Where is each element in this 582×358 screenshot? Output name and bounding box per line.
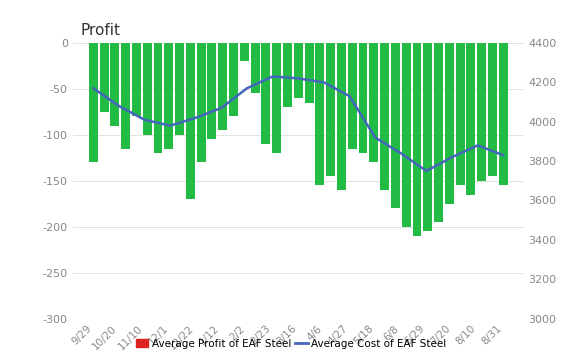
- Bar: [499, 43, 508, 185]
- Bar: [434, 43, 443, 222]
- Bar: [294, 43, 303, 98]
- Bar: [304, 43, 314, 103]
- Bar: [251, 43, 260, 93]
- Bar: [466, 43, 475, 195]
- Bar: [326, 43, 335, 176]
- Bar: [240, 43, 249, 61]
- Bar: [175, 43, 184, 135]
- Bar: [143, 43, 152, 135]
- Bar: [359, 43, 367, 153]
- Bar: [413, 43, 421, 236]
- Bar: [348, 43, 357, 149]
- Bar: [229, 43, 238, 116]
- Bar: [218, 43, 227, 130]
- Bar: [477, 43, 486, 181]
- Bar: [370, 43, 378, 163]
- Bar: [445, 43, 454, 204]
- Bar: [121, 43, 130, 149]
- Text: Profit: Profit: [80, 23, 120, 38]
- Bar: [111, 43, 119, 126]
- Bar: [337, 43, 346, 190]
- Bar: [197, 43, 205, 163]
- Bar: [315, 43, 324, 185]
- Bar: [164, 43, 173, 149]
- Bar: [261, 43, 271, 144]
- Bar: [391, 43, 400, 208]
- Bar: [272, 43, 281, 153]
- Bar: [154, 43, 162, 153]
- Bar: [380, 43, 389, 190]
- Bar: [488, 43, 497, 176]
- Bar: [423, 43, 432, 231]
- Bar: [402, 43, 411, 227]
- Bar: [132, 43, 141, 116]
- Bar: [283, 43, 292, 107]
- Bar: [100, 43, 108, 112]
- Legend: Average Profit of EAF Steel, Average Cost of EAF Steel: Average Profit of EAF Steel, Average Cos…: [132, 334, 450, 353]
- Bar: [186, 43, 195, 199]
- Bar: [456, 43, 464, 185]
- Bar: [89, 43, 98, 163]
- Bar: [207, 43, 217, 139]
